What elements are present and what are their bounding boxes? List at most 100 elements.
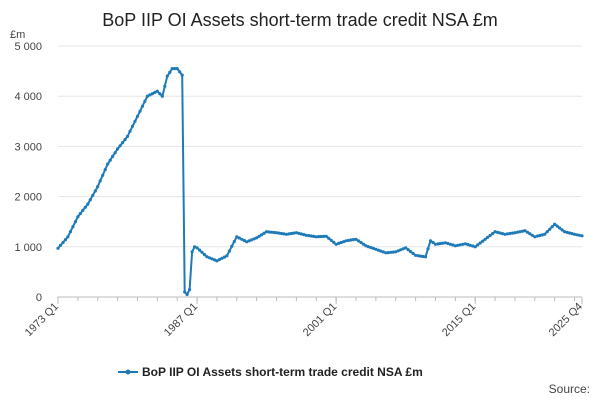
data-point [163,84,167,88]
data-point [379,249,383,253]
data-point [287,232,291,236]
data-point [525,230,530,234]
data-point [538,233,542,238]
data-point [98,179,102,183]
data-point [88,198,92,202]
data-point [550,225,554,229]
data-point [101,173,105,177]
data-point [404,246,408,250]
data-point [282,232,286,236]
data-point [245,240,249,244]
data-point [165,74,169,78]
data-point [125,134,130,138]
data-point [337,241,341,245]
data-point [491,232,495,236]
data-point [302,233,306,237]
data-point [575,233,579,237]
unit-label: £m [10,29,25,41]
data-point [155,89,159,93]
data-point [250,238,254,242]
data-point [260,233,264,237]
data-point [354,237,358,241]
data-point [150,92,154,96]
data-point [267,230,271,234]
legend[interactable]: BoP IIP OI Assets short-term trade credi… [118,365,423,379]
data-point [446,241,450,246]
data-point [294,231,298,235]
data-point [111,154,115,158]
data-point [158,92,162,96]
y-tick-label: 3 000 [14,141,42,153]
data-point [359,240,363,245]
data-point [307,234,311,238]
data-point [188,287,192,292]
data-point [448,242,452,246]
data-point [553,222,557,226]
data-point [351,238,356,242]
data-point [143,99,147,103]
data-point [572,232,577,236]
data-point [118,144,122,148]
data-point [240,237,244,241]
grid [58,45,582,298]
data-point [242,238,246,243]
data-point [332,240,336,244]
data-point [297,231,301,235]
data-point [496,230,500,234]
y-tick-label: 1 000 [14,242,42,254]
data-point [190,250,194,254]
data-point [463,242,467,246]
data-point [140,104,144,108]
data-point [545,230,549,234]
data-point [200,250,204,254]
data-point [409,250,413,254]
x-tick-label: 2025 Q4 [547,301,585,339]
data-point [322,234,326,238]
y-tick-label: 0 [36,292,42,304]
data-point [483,237,487,241]
data-point [138,109,142,113]
data-point [520,229,525,233]
data-point [56,246,60,250]
data-point [220,256,224,260]
data-point [153,90,157,94]
data-point [453,244,457,248]
data-point [563,230,567,234]
data-point [160,94,164,98]
data-point [86,202,90,206]
data-point [486,235,490,239]
data-point [202,253,207,257]
data-point [523,229,527,233]
data-point [441,241,445,245]
data-point [481,239,485,243]
data-point [500,232,505,236]
data-point [555,224,559,228]
data-point [304,233,308,237]
data-point [421,254,425,259]
y-tick-label: 4 000 [14,91,42,103]
data-point [366,245,370,249]
data-point [193,245,197,249]
data-point [212,258,217,262]
data-point [68,230,72,234]
data-point [426,247,430,251]
data-point [347,238,351,242]
data-point [399,248,403,252]
data-point [116,147,120,151]
data-point [438,241,442,246]
data-point [312,234,316,238]
data-point [349,238,353,242]
data-point [431,240,435,245]
data-point [319,234,323,239]
data-point [277,231,281,235]
data-point [471,244,475,248]
data-point [505,232,510,236]
data-point [533,235,537,239]
data-point [113,151,117,155]
y-axis-ticks: 0 1 000 2 000 3 000 4 000 5 000 [14,41,42,304]
data-point [384,251,388,255]
data-point [540,233,544,237]
data-point [515,230,520,234]
y-tick-label: 2 000 [14,192,42,204]
